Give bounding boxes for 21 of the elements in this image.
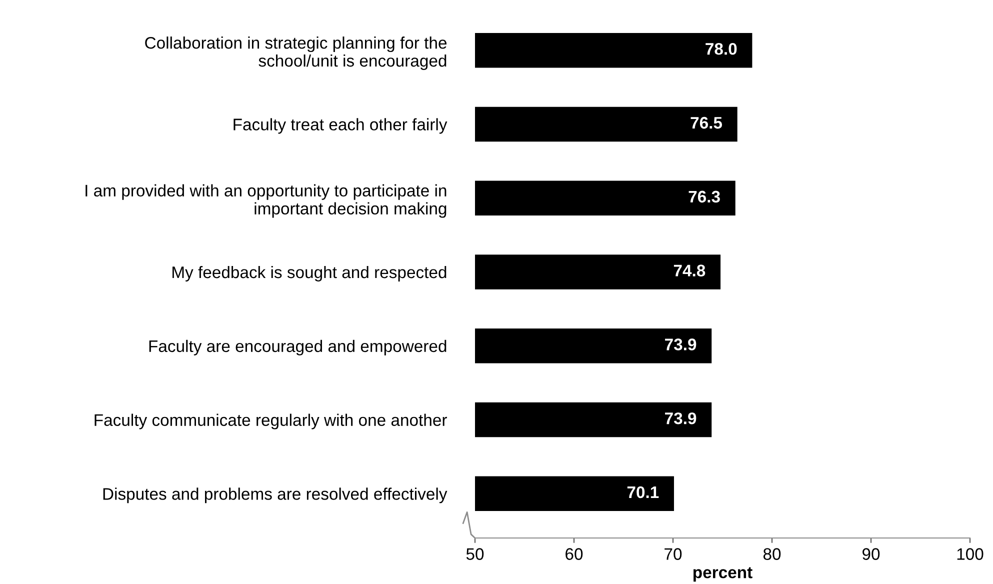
- data-label: 78.0: [706, 43, 737, 55]
- x-tick-label: 80: [763, 548, 781, 560]
- y-tick-label: Faculty treat each other fairly: [234, 118, 448, 134]
- y-tick-label: Faculty are encouraged and empowered: [149, 340, 446, 356]
- data-label: 76.3: [688, 190, 720, 203]
- x-tick-label: 50: [466, 548, 484, 560]
- y-tick-label: Collaboration in strategic planning for the school/unit is encouraged: [145, 36, 447, 70]
- x-tick-label: 100: [957, 548, 984, 560]
- y-tick-label: My feedback is sought and respected: [172, 266, 446, 282]
- data-label: 73.9: [665, 412, 696, 424]
- y-tick-label: Disputes and problems are resolved effectively: [103, 488, 448, 504]
- y-tick-label: Faculty communicate regularly with one another: [94, 414, 447, 430]
- data-label: 70.1: [627, 486, 659, 498]
- data-label: 73.9: [665, 338, 696, 350]
- x-tick-label: 70: [664, 548, 682, 560]
- data-label: 74.8: [674, 264, 706, 276]
- data-label: 76.5: [690, 116, 722, 129]
- y-tick-label: I am provided with an opportunity to participate in important decision making: [86, 184, 446, 218]
- x-tick-label: 60: [566, 548, 583, 560]
- x-axis-title: percent: [694, 567, 752, 582]
- x-tick-label: 90: [862, 548, 880, 560]
